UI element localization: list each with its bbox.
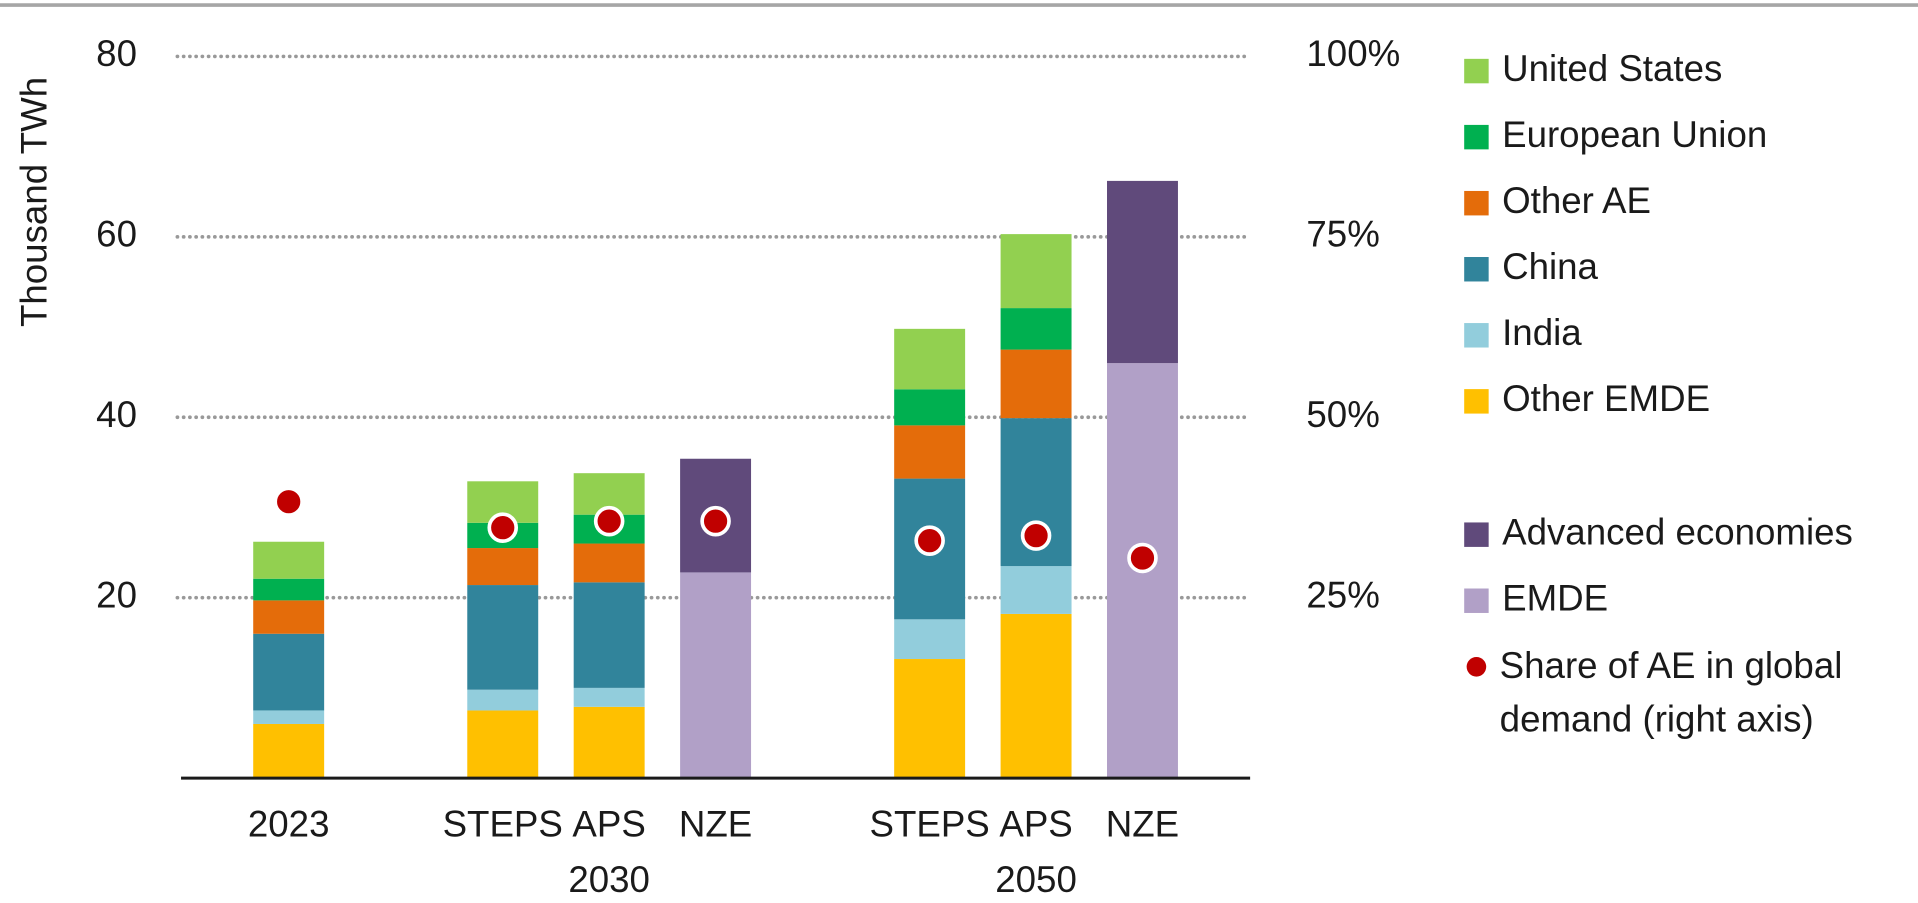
bar-segment [467,585,539,690]
x-tick-label: NZE [679,804,752,845]
legend-swatch [1464,323,1489,348]
share-dot [914,525,945,556]
bar-segment [1000,234,1072,309]
legend-label: United States [1502,48,1722,89]
y-tick-label: 40 [96,394,137,435]
bar-segment [894,328,966,390]
bar-segment [1000,613,1072,779]
y-tick-label: 20 [96,574,137,615]
legend-label: Share of AE in global demand (right axis… [1499,645,1843,741]
bar-segment [1107,180,1178,364]
bar-segment [680,572,752,779]
bar-segment [573,687,645,707]
legend-label: India [1502,312,1582,353]
y-axis-label: Thousand TWh [13,77,54,327]
bar-segment [1000,308,1072,350]
share-dot [487,512,519,543]
group-label: 2030 [568,859,650,900]
x-tick-label: STEPS [443,804,563,845]
bar-segment [573,543,645,583]
x-tick-label: APS [999,804,1072,845]
bar-segment [894,619,966,660]
x-tick-label: APS [572,804,645,845]
legend-label: European Union [1502,114,1767,155]
y2-tick-label: 25% [1306,574,1379,615]
legend-swatch [1464,389,1489,414]
legend-swatch [1464,190,1489,216]
bar-segment [1000,349,1072,419]
y2-tick-label: 75% [1306,214,1379,255]
bar-segment [894,389,966,426]
legend-label: Other AE [1502,180,1651,221]
bar-segment [467,689,539,711]
x-tick-label: STEPS [869,804,989,845]
y2-tick-label: 100% [1306,33,1400,74]
bar-segment [467,710,539,779]
bar-segment [894,659,966,779]
bar-segment [573,582,645,688]
bar-segment [253,723,325,779]
x-tick-label: NZE [1106,804,1179,845]
share-dot [593,505,625,537]
legend-swatch [1464,124,1489,150]
legend-label: Other EMDE [1502,378,1710,419]
legend-label: China [1502,246,1598,287]
bar-segment [467,548,539,586]
legend-swatch [1464,58,1489,84]
bar-segment [253,710,325,724]
legend-label-box: Share of AE in global demand (right axis… [1499,645,1843,741]
bar-segment [253,541,325,579]
legend-swatch [1464,588,1489,613]
bar-segment [894,425,966,479]
x-tick-label: 2023 [248,804,330,845]
bar-segment [253,600,325,634]
share-dot [700,505,731,537]
share-dot [1127,542,1158,574]
share-dot [1020,520,1052,551]
bar-segment [1000,566,1072,614]
legend-dot [1466,657,1487,677]
bar-segment [253,578,325,601]
y2-tick-label: 50% [1306,394,1379,435]
legend-swatch [1464,522,1489,547]
bar-segment [253,633,325,711]
y-tick-label: 80 [96,33,137,74]
group-label: 2050 [995,859,1077,900]
bar-segment [573,706,645,779]
legend-label: EMDE [1502,577,1608,618]
legend-swatch [1464,257,1489,282]
legend-label: Advanced economies [1502,511,1853,552]
y-tick-label: 60 [96,214,137,255]
share-dot [273,486,304,517]
